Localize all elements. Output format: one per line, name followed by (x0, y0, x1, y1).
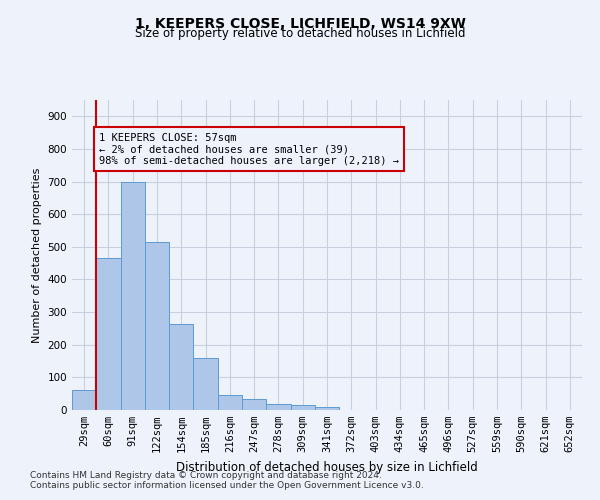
Text: Contains public sector information licensed under the Open Government Licence v3: Contains public sector information licen… (30, 481, 424, 490)
Text: 1, KEEPERS CLOSE, LICHFIELD, WS14 9XW: 1, KEEPERS CLOSE, LICHFIELD, WS14 9XW (134, 18, 466, 32)
Text: Size of property relative to detached houses in Lichfield: Size of property relative to detached ho… (135, 28, 465, 40)
Bar (72, 390, 96, 410)
Bar (242, 399, 266, 410)
Bar (193, 358, 218, 410)
Bar (121, 182, 145, 410)
Y-axis label: Number of detached properties: Number of detached properties (32, 168, 42, 342)
X-axis label: Distribution of detached houses by size in Lichfield: Distribution of detached houses by size … (176, 460, 478, 473)
Bar (218, 394, 242, 410)
Text: Contains HM Land Registry data © Crown copyright and database right 2024.: Contains HM Land Registry data © Crown c… (30, 471, 382, 480)
Text: 1 KEEPERS CLOSE: 57sqm
← 2% of detached houses are smaller (39)
98% of semi-deta: 1 KEEPERS CLOSE: 57sqm ← 2% of detached … (99, 132, 399, 166)
Bar (266, 404, 290, 410)
Bar (315, 408, 339, 410)
Bar (290, 406, 315, 410)
Bar (145, 242, 169, 410)
Bar (169, 324, 193, 410)
Bar (96, 258, 121, 410)
